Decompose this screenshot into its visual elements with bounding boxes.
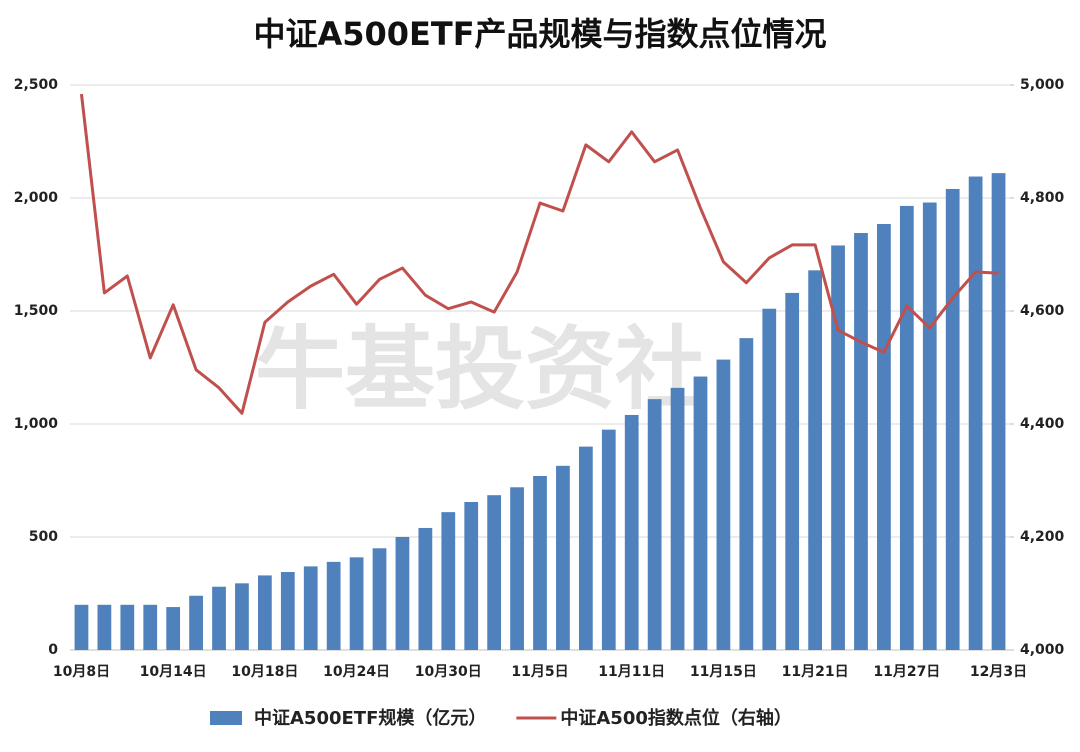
bar [464,501,479,650]
bar [510,487,524,650]
x-tick-label: 10月14日 [140,664,207,680]
bar [120,604,135,650]
bar [74,604,89,650]
y-tick-label: 0 [48,642,58,658]
bar [556,465,570,650]
bar [395,537,410,650]
x-tick-label: 12月3日 [970,664,1027,680]
bar [624,414,639,650]
legend-swatch [210,711,242,725]
watermark: 牛基投资社 [255,317,705,422]
bar [922,202,937,650]
bar [258,575,272,650]
y-tick-label: 1,000 [14,416,59,432]
bar [693,376,708,650]
bar [349,557,364,650]
chart-title: 中证A500ETF产品规模与指数点位情况 [253,15,826,53]
bar [143,604,158,650]
x-tick-label: 11月15日 [690,664,757,680]
bar [831,245,845,650]
bar [762,308,777,650]
x-tick-label: 10月18日 [231,664,298,680]
bar [189,595,203,650]
bar [785,292,800,650]
x-tick-label: 10月30日 [415,664,482,680]
x-tick-label: 11月27日 [873,664,940,680]
bar [372,548,387,650]
y-tick-label: 2,500 [14,77,59,93]
y2-tick-label: 4,000 [1020,642,1065,658]
bar [280,572,295,650]
y-tick-label: 1,500 [14,303,59,319]
legend-label: 中证A500指数点位（右轴） [560,707,792,729]
bar [945,188,960,650]
bar [968,176,983,650]
y2-tick-label: 4,200 [1020,529,1065,545]
line [79,93,999,415]
y2-tick-label: 4,600 [1020,303,1065,319]
x-tick-label: 11月21日 [782,664,849,680]
bar [739,338,754,650]
bar [647,399,662,650]
bar [899,205,914,650]
y-tick-label: 500 [29,529,58,545]
bar [418,527,433,650]
x-tick-label: 10月24日 [323,664,390,680]
y-tick-label: 2,000 [14,190,59,206]
bar [487,495,502,650]
bar [854,233,868,650]
y2-tick-label: 4,800 [1020,190,1065,206]
y2-tick-label: 4,400 [1020,416,1065,432]
x-tick-label: 11月5日 [511,664,568,680]
bar [235,583,249,650]
bar [212,586,226,650]
bar [97,604,112,650]
x-tick-label: 10月8日 [53,664,110,680]
bar [991,173,1006,650]
bar [533,475,547,650]
bar [441,512,456,650]
bar [808,270,822,650]
bar [601,429,616,650]
x-tick-label: 11月11日 [598,664,665,680]
bar [578,446,593,650]
bar [166,607,181,650]
y2-tick-label: 5,000 [1020,77,1065,93]
bar [303,566,318,650]
bar [326,561,341,650]
bar [716,359,731,650]
bar [670,387,685,650]
bar [877,223,891,651]
legend-label: 中证A500ETF规模（亿元） [254,707,486,729]
